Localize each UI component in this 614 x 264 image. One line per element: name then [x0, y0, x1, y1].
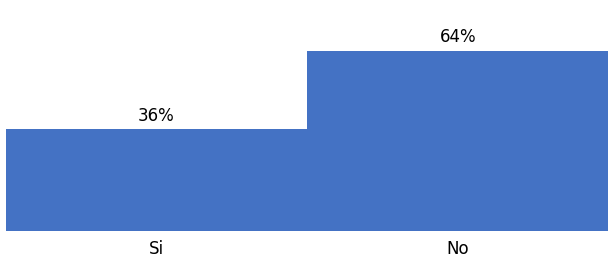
Bar: [307, 51, 608, 231]
Text: 36%: 36%: [138, 107, 174, 125]
Text: 64%: 64%: [440, 28, 476, 46]
Bar: [6, 129, 307, 231]
